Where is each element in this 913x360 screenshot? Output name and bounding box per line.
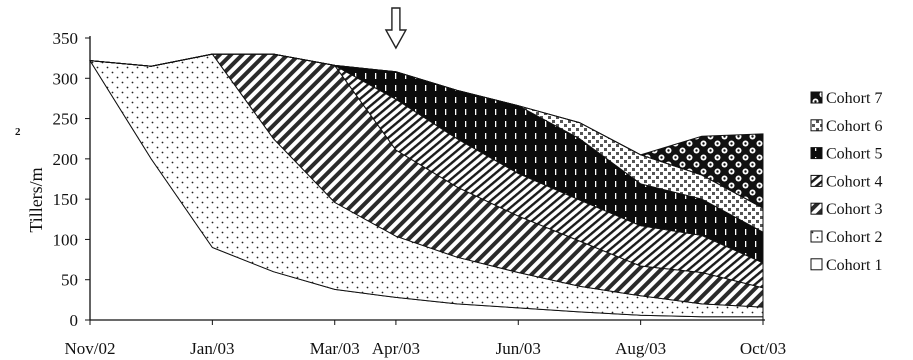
x-tick-label: Apr/03 [372,339,420,358]
legend-label: Cohort 6 [826,118,882,135]
y-tick-label: 50 [61,271,78,290]
x-tick-label: Oct/03 [740,339,786,358]
legend: Cohort 7 Cohort 6 Cohort 5 Cohort 4 Cohort 3… [810,90,882,274]
x-tick-label: Jun/03 [496,339,541,358]
legend-swatch [810,202,823,215]
y-tick-label: 100 [53,230,79,249]
y-tick-label: 350 [53,29,79,48]
legend-label: Cohort 2 [826,229,882,246]
legend-label: Cohort 1 [826,257,882,274]
legend-label: Cohort 5 [826,146,882,163]
legend-swatch [810,174,823,187]
x-tick-label: Nov/02 [65,339,116,358]
y-axis-title: Tillers/m [26,167,46,232]
legend-swatch [810,119,823,132]
x-tick-label: Jan/03 [190,339,234,358]
y-tick-label: 150 [53,190,79,209]
y-tick-label: 200 [53,150,79,169]
legend-label: Cohort 7 [826,90,882,107]
annotation [384,7,408,50]
legend-label: Cohort 4 [826,173,882,190]
x-tick-label: Aug/03 [615,339,666,358]
legend-swatch [810,147,823,160]
y-tick-label: 250 [53,110,79,129]
down-arrow-icon [384,7,408,50]
area-cohort-7 [89,53,764,209]
axes: 0 50 100 150 200 250 300 350 Nov/02 Jan/03 Mar/03 A… [53,29,787,358]
legend-swatch [810,91,823,104]
legend-swatch [810,230,823,243]
y-tick-label: 0 [70,311,79,330]
y-tick-label: 300 [53,69,79,88]
plot-area [89,53,764,321]
legend-label: Cohort 3 [826,201,882,218]
x-tick-label: Mar/03 [310,339,360,358]
y-axis-title-superscript: 2 [15,126,21,138]
legend-swatch [810,258,823,271]
